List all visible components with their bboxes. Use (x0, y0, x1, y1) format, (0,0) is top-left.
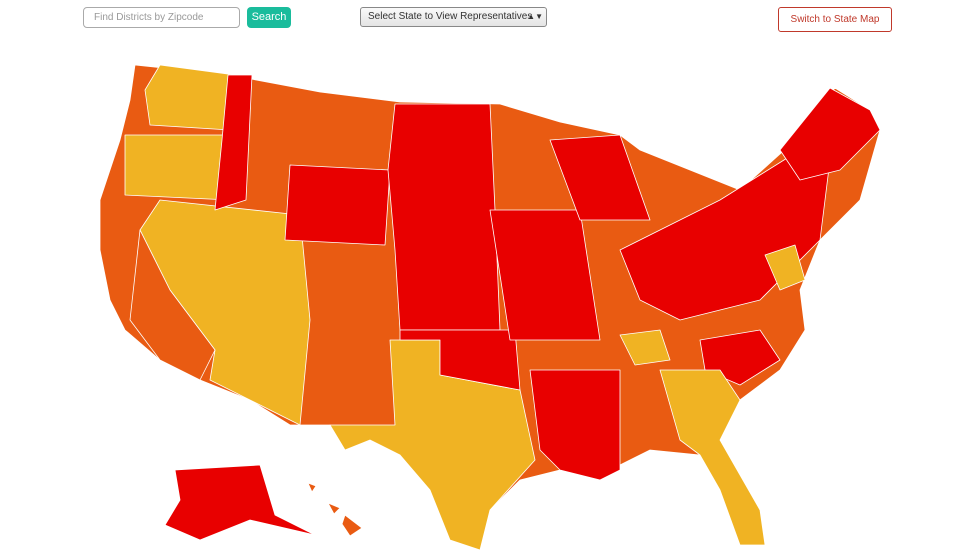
region (387, 103, 501, 331)
us-mainland (99, 64, 881, 551)
alaska-hawaii (164, 464, 363, 541)
zipcode-input[interactable]: Find Districts by Zipcode (83, 7, 240, 28)
state-select[interactable]: Select State to View Representatives ▲▼ (360, 7, 547, 27)
region (144, 64, 236, 131)
search-button[interactable]: Search (247, 7, 291, 28)
region (779, 87, 881, 181)
region (284, 164, 391, 246)
region (764, 244, 806, 291)
region (327, 502, 341, 515)
region (129, 229, 216, 381)
region (164, 464, 316, 541)
region (341, 514, 363, 537)
map-toggle-button[interactable]: Switch to State Map (778, 7, 892, 32)
region (307, 482, 317, 493)
region (549, 134, 651, 221)
region (214, 74, 253, 211)
select-arrow: ▲▼ (527, 12, 543, 21)
region (489, 209, 601, 341)
select-label: Select State to View Representatives (368, 11, 533, 22)
region (659, 369, 766, 546)
region (529, 369, 621, 481)
region (619, 329, 671, 366)
